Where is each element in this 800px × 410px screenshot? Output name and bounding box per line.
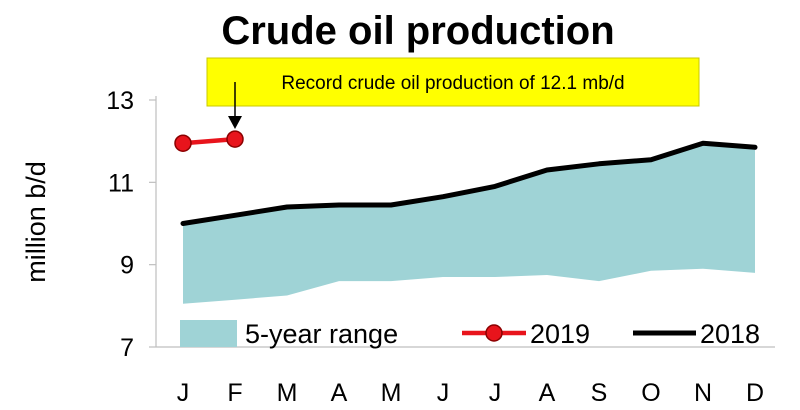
legend-label-2018: 2018 [700,319,760,349]
series-2018-line [180,140,758,226]
x-tick-label: J [177,379,190,407]
series-layer [174,130,758,226]
series-2019-point [174,134,192,152]
x-tick-label: A [331,379,348,407]
y-tick-label: 9 [120,252,134,280]
legend-swatch-range [180,320,237,347]
x-tick-label: O [641,379,660,407]
annotation-text: Record crude oil production of 12.1 mb/d [281,73,624,94]
y-axis-label: million b/d [21,161,51,283]
x-tick-label: A [539,379,556,407]
axes: 7 9 11 13 J F M A M J J A S O N D [106,87,775,407]
range-band-area [183,143,755,304]
legend: 5-year range 2019 2018 [180,319,760,349]
annotation: Record crude oil production of 12.1 mb/d [206,57,700,129]
chart-title: Crude oil production [221,9,614,53]
x-tick-label: F [227,379,242,407]
x-tick-label: D [746,379,764,407]
range-band-layer [183,143,755,304]
legend-label-range: 5-year range [245,319,398,349]
y-tick-label: 7 [120,334,134,362]
legend-marker-2019 [485,324,503,342]
x-tick-label: S [591,379,608,407]
y-tick-label: 13 [106,87,134,115]
annotation-arrow-head [228,116,242,129]
x-tick-label: M [381,379,402,407]
x-tick-label: M [277,379,298,407]
x-tick-label: J [437,379,450,407]
y-tick-label: 11 [108,169,134,197]
legend-label-2019: 2019 [530,319,590,349]
series-2019-point [226,130,244,148]
x-tick-label: J [489,379,502,407]
x-tick-label: N [694,379,712,407]
annotation-box [206,57,700,107]
